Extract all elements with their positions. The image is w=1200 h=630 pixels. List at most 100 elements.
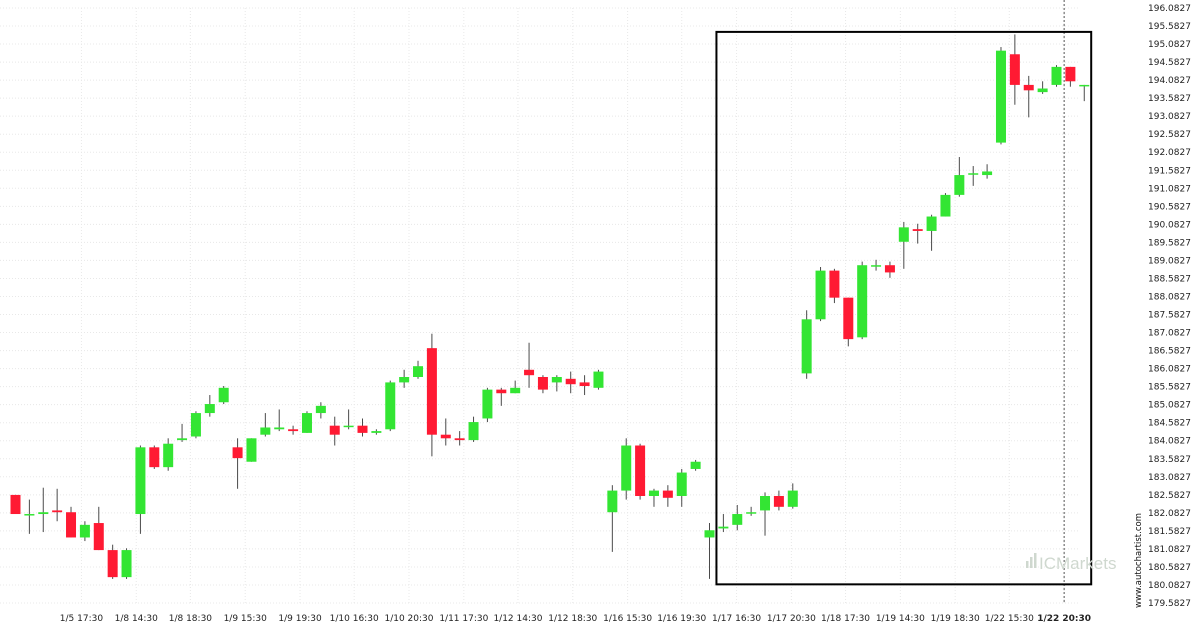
candle-body [843, 297, 854, 340]
y-tick-label: 184.0827 [1148, 437, 1191, 447]
y-tick-label: 191.5827 [1148, 166, 1191, 176]
x-tick-label: 1/18 17:30 [821, 614, 870, 624]
candle-body [510, 387, 521, 394]
candle-body [329, 425, 340, 435]
candle-body [232, 447, 243, 459]
y-tick-label: 195.0827 [1148, 40, 1191, 50]
candle-down [773, 490, 784, 511]
icmarkets-logo: ICMarkets [1026, 553, 1116, 573]
y-tick-label: 187.0827 [1148, 329, 1191, 339]
candle-body [579, 382, 590, 387]
candle-body [1023, 84, 1034, 91]
candle-up [982, 164, 993, 179]
candle-down [912, 223, 923, 244]
candle-up [177, 423, 188, 442]
candle-up [1037, 81, 1048, 94]
candle-up [815, 267, 826, 322]
candle-body [551, 376, 562, 383]
candle-up [79, 521, 90, 542]
candle-up [704, 523, 715, 579]
candle-down [66, 506, 77, 538]
candle-body [1079, 84, 1090, 87]
candle-down [288, 425, 299, 435]
candle-up [621, 438, 632, 500]
y-tick-label: 192.5827 [1148, 130, 1191, 140]
y-tick-label: 194.0827 [1148, 76, 1191, 86]
y-tick-label: 183.5827 [1148, 455, 1191, 465]
y-tick-label: 195.5827 [1148, 22, 1191, 32]
candle-body [968, 173, 979, 175]
y-tick-label: 190.0827 [1148, 220, 1191, 230]
candle-body [107, 550, 118, 578]
y-tick-label: 193.0827 [1148, 112, 1191, 122]
candle-down [357, 418, 368, 437]
candle-down [93, 506, 104, 551]
candle-up [607, 485, 618, 552]
y-tick-label: 190.5827 [1148, 202, 1191, 212]
y-tick-label: 194.5827 [1148, 58, 1191, 68]
candle-body [718, 526, 729, 529]
candle-up [871, 259, 882, 271]
candle-body [648, 490, 659, 496]
candle-body [399, 376, 410, 383]
candle-up [718, 514, 729, 533]
y-tick-label: 180.0827 [1148, 581, 1191, 591]
candle-body [482, 389, 493, 419]
y-tick-label: 189.0827 [1148, 256, 1191, 266]
candle-down [537, 375, 548, 394]
candle-body [926, 216, 937, 231]
candle-body [260, 427, 271, 435]
candle-up [995, 47, 1006, 145]
candle-down [232, 438, 243, 489]
candle-body [163, 443, 174, 468]
y-tick-label: 185.0827 [1148, 401, 1191, 411]
candle-up [38, 487, 49, 533]
pattern-highlight-box [715, 30, 1093, 586]
candle-body [912, 229, 923, 231]
candle-up [954, 157, 965, 197]
candle-up [1051, 65, 1062, 87]
candle-up [676, 468, 687, 507]
candle-down [579, 375, 590, 396]
candle-down [524, 342, 535, 388]
candle-down [884, 261, 895, 278]
y-tick-label: 182.0827 [1148, 509, 1191, 519]
x-tick-label: 1/8 14:30 [115, 614, 159, 624]
candle-body [315, 405, 326, 414]
y-tick-label: 186.0827 [1148, 365, 1191, 375]
candle-down [635, 443, 646, 500]
y-tick-label: 192.0827 [1148, 148, 1191, 158]
x-tick-label: 1/5 17:30 [60, 614, 104, 624]
candle-body [288, 429, 299, 432]
candle-body [940, 194, 951, 217]
candle-up [898, 221, 909, 269]
candle-body [496, 389, 507, 394]
candle-up [857, 261, 868, 340]
candle-body [38, 512, 49, 515]
candle-up [510, 380, 521, 394]
x-tick-label: 1/19 14:30 [876, 614, 925, 624]
candle-up [218, 386, 229, 405]
candle-up [746, 506, 757, 516]
y-tick-label: 180.5827 [1148, 563, 1191, 573]
candle-body [593, 371, 604, 388]
candle-body [413, 366, 424, 377]
candle-down [107, 544, 118, 579]
candle-body [66, 512, 77, 538]
candle-body [204, 404, 215, 414]
candle-up [274, 409, 285, 432]
candle-body [274, 427, 285, 430]
x-tick-label: 1/22 20:30 [1037, 614, 1091, 624]
candle-body [190, 413, 201, 437]
candle-body [468, 422, 479, 441]
y-tick-label: 183.0827 [1148, 473, 1191, 483]
candle-up [801, 310, 812, 379]
y-tick-label: 186.5827 [1148, 347, 1191, 357]
candle-body [829, 270, 840, 298]
candle-up [690, 459, 701, 471]
candle-body [93, 523, 104, 551]
candle-body [1037, 88, 1048, 93]
candle-up [399, 369, 410, 388]
candle-body [607, 490, 618, 513]
